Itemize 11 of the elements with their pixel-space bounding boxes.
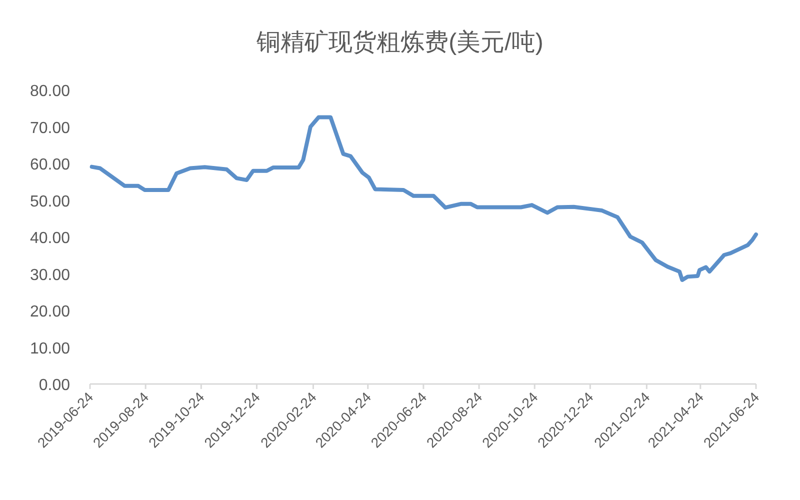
y-tick-label: 10.00 bbox=[30, 340, 70, 358]
y-tick-label: 70.00 bbox=[30, 120, 70, 137]
line-series bbox=[90, 115, 758, 282]
chart-title: 铜精矿现货粗炼费(美元/吨) bbox=[256, 29, 544, 56]
y-tick-label: 30.00 bbox=[30, 266, 70, 284]
y-tick-label: 50.00 bbox=[30, 193, 70, 210]
y-tick-label: 80.00 bbox=[30, 83, 70, 100]
y-tick-label: 20.00 bbox=[30, 304, 70, 320]
y-tick-label: 0.00 bbox=[38, 377, 70, 394]
y-tick-label: 60.00 bbox=[30, 156, 70, 174]
y-tick-label: 40.00 bbox=[30, 230, 70, 247]
